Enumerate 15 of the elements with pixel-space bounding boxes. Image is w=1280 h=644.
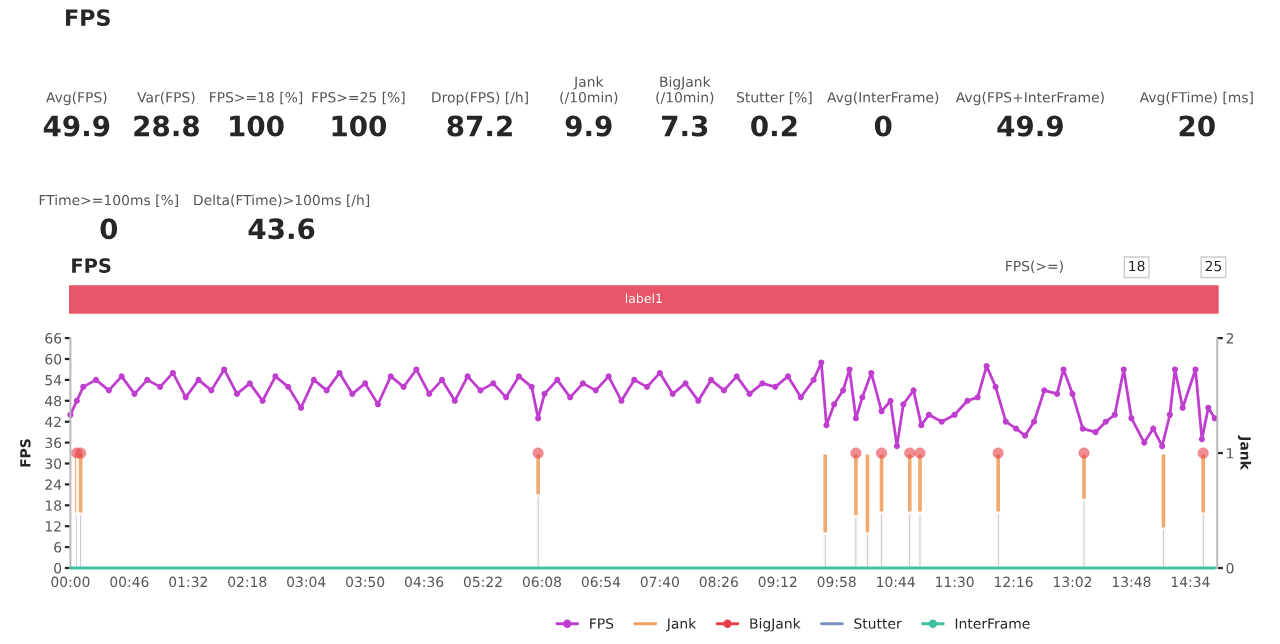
text: 0: [100, 218, 118, 240]
text: 0.2: [751, 115, 797, 137]
text: 28.8: [134, 115, 199, 137]
text: 43.6: [248, 218, 315, 240]
text: 20: [1179, 115, 1215, 137]
text: 100: [230, 115, 284, 137]
text: 9.9: [565, 115, 612, 137]
text: 87.2: [447, 115, 512, 137]
text: 7.3: [662, 115, 708, 137]
text: 49.9: [997, 115, 1063, 137]
text: 49.9: [43, 115, 110, 137]
text: FPS: [66, 9, 110, 27]
chart-title: FPS: [72, 258, 111, 273]
text: 100: [332, 115, 387, 137]
text: 0: [874, 115, 892, 137]
